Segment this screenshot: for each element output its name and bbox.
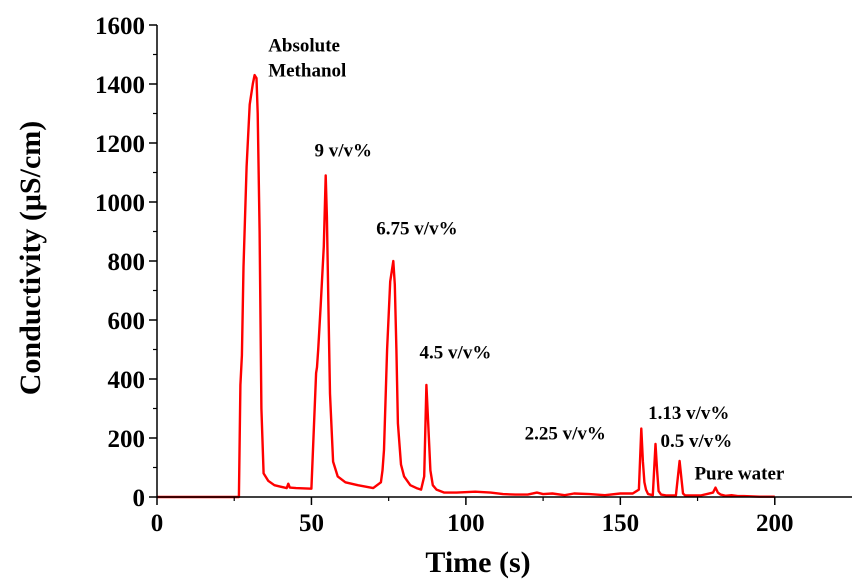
peak-annotation: Methanol bbox=[268, 61, 346, 82]
y-tick-label: 600 bbox=[108, 308, 146, 335]
y-tick-label: 1600 bbox=[95, 13, 145, 40]
peak-annotation: 6.75 v/v% bbox=[376, 218, 457, 239]
plot-area bbox=[157, 73, 775, 499]
x-tick-label: 150 bbox=[602, 510, 640, 537]
peak-annotation: Absolute bbox=[268, 36, 340, 57]
y-tick-label: 200 bbox=[108, 426, 146, 453]
x-axis-title: Time (s) bbox=[425, 546, 530, 579]
peak-annotation: Pure water bbox=[694, 463, 784, 484]
peak-annotation: 9 v/v% bbox=[315, 140, 373, 161]
x-axis: 0 50 100 150 200 bbox=[151, 496, 852, 537]
y-axis: 0 200 400 600 800 1000 1200 1400 1600 bbox=[95, 13, 158, 512]
x-tick-label: 200 bbox=[756, 510, 794, 537]
peak-annotation: 0.5 v/v% bbox=[660, 431, 732, 452]
x-tick-label: 50 bbox=[299, 510, 324, 537]
y-axis-title: Conductivity (μS/cm) bbox=[14, 121, 47, 396]
y-tick-label: 1000 bbox=[95, 190, 145, 217]
series-line-0 bbox=[157, 73, 775, 499]
peak-annotation: 2.25 v/v% bbox=[525, 423, 606, 444]
x-tick-label: 0 bbox=[151, 510, 164, 537]
peak-annotation: 1.13 v/v% bbox=[648, 403, 729, 424]
annotations: Absolute Methanol 9 v/v% 6.75 v/v% 4.5 v/v% 2… bbox=[268, 36, 785, 485]
y-tick-label: 0 bbox=[133, 485, 146, 512]
peak-annotation: 4.5 v/v% bbox=[420, 342, 492, 363]
y-tick-label: 800 bbox=[108, 249, 146, 276]
y-tick-label: 1400 bbox=[95, 72, 145, 99]
y-tick-label: 1200 bbox=[95, 131, 145, 158]
x-tick-label: 100 bbox=[447, 510, 485, 537]
y-tick-label: 400 bbox=[108, 367, 146, 394]
